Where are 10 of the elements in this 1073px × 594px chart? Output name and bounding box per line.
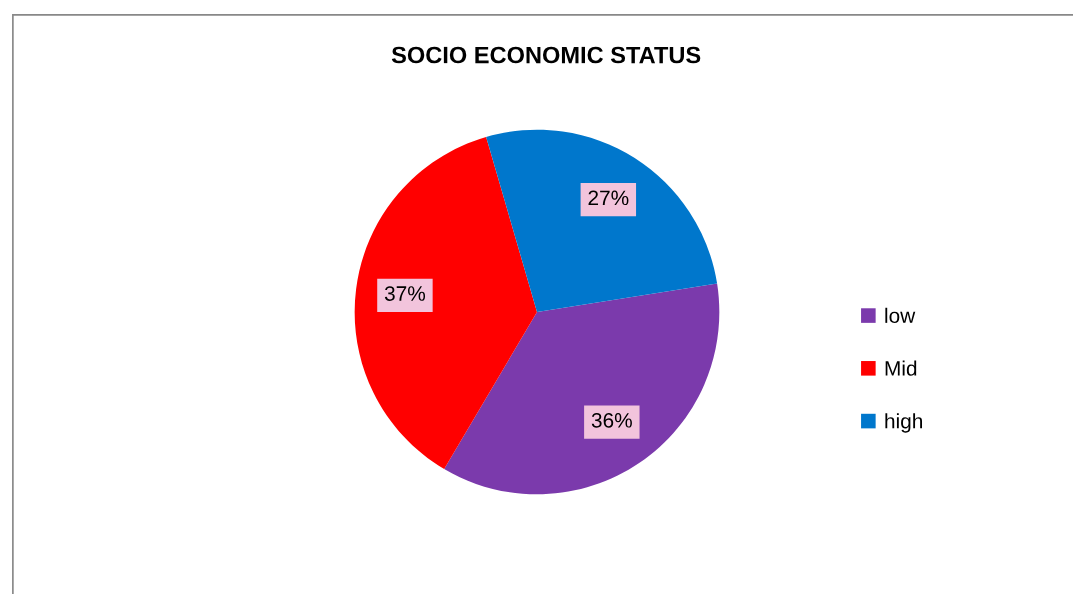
pie-slice [444, 283, 720, 495]
legend-label: high [885, 413, 923, 433]
pie-slice [486, 129, 718, 312]
data-label: 36% [591, 412, 632, 428]
legend-label: low [885, 307, 916, 324]
data-label: 37% [384, 286, 426, 301]
data-label: 27% [588, 190, 629, 206]
chart-title: SOCIO ECONOMIC STATUS [391, 46, 701, 64]
pie-slice [354, 136, 537, 469]
legend-label: Mid [885, 360, 917, 376]
